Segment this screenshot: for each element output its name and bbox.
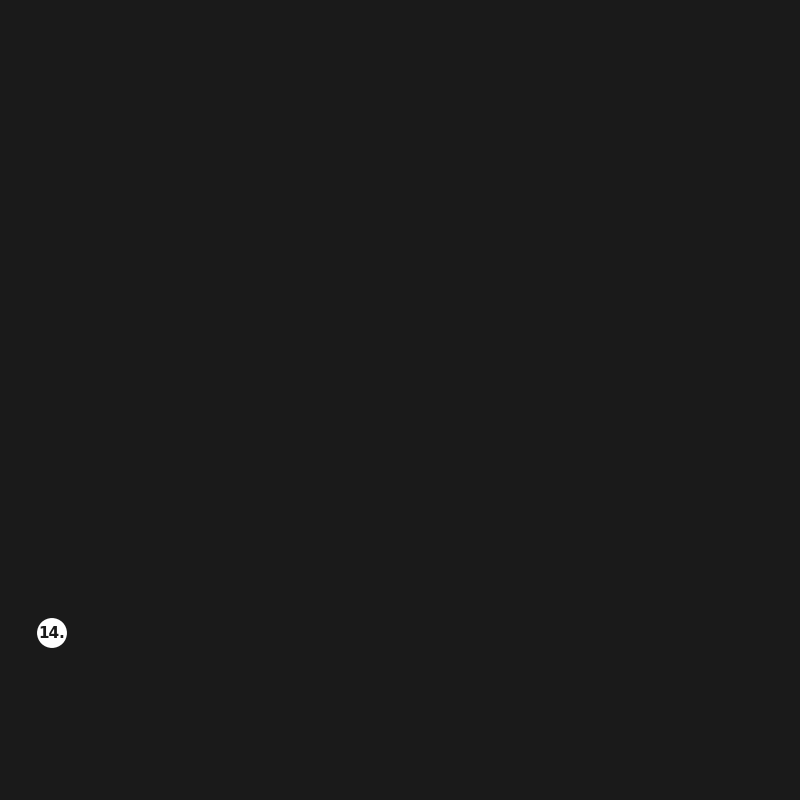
Text: Explain why △ABC is similar to △ADE. (: Explain why △ABC is similar to △ADE. ( (76, 624, 436, 642)
Text: celebration. To hold speakers and lights, a crew of technicians sets: celebration. To hold speakers and lights… (52, 142, 711, 160)
Text: up a scaffold with two platforms by the stage. The first platform: up a scaffold with two platforms by the … (52, 168, 686, 186)
Text: A 6 ft 3 in. B: A 6 ft 3 in. B (270, 566, 363, 580)
Text: 7 ft 6 in.: 7 ft 6 in. (202, 372, 264, 386)
Text: 14.: 14. (38, 626, 66, 641)
Text: stretches 6 feet 3 inches across the ground.: stretches 6 feet 3 inches across the gro… (52, 246, 486, 264)
Text: 8 ft 2 in.: 8 ft 2 in. (202, 482, 264, 496)
Text: Hint:: Hint: (349, 624, 395, 642)
Text: rays of light are parallel.): rays of light are parallel.) (384, 624, 630, 642)
Text: 6 inches above the first platform. The shadow of the first platform: 6 inches above the first platform. The s… (52, 220, 706, 238)
Text: E: E (330, 319, 341, 333)
Text: D: D (454, 535, 465, 549)
Text: A city is planning an outdoor concert for an Independence Day: A city is planning an outdoor concert fo… (52, 116, 666, 134)
Circle shape (36, 617, 68, 649)
Text: is 8 feet 2 inches off the ground. The second platform is 7 feet: is 8 feet 2 inches off the ground. The s… (52, 194, 668, 212)
Text: C: C (330, 424, 342, 438)
